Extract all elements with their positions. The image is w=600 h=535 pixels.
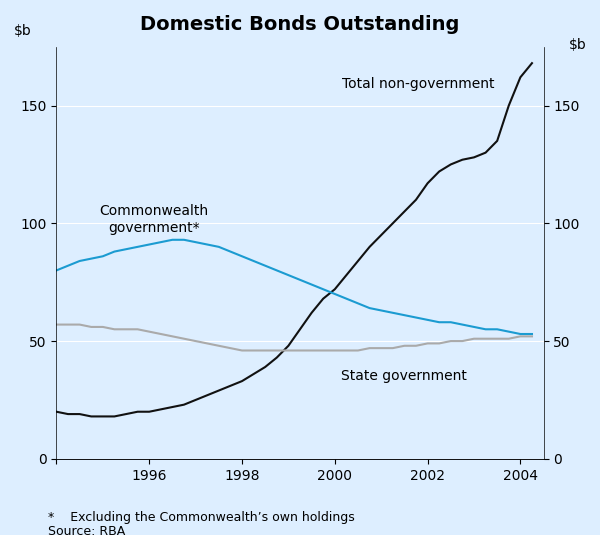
Text: State government: State government [341, 369, 467, 384]
Title: Domestic Bonds Outstanding: Domestic Bonds Outstanding [140, 15, 460, 34]
Y-axis label: $b: $b [13, 25, 31, 39]
Text: *    Excluding the Commonwealth’s own holdings: * Excluding the Commonwealth’s own holdi… [48, 511, 355, 524]
Text: Source: RBA: Source: RBA [48, 525, 125, 535]
Y-axis label: $b: $b [569, 39, 587, 52]
Text: Commonwealth
government*: Commonwealth government* [99, 204, 208, 235]
Text: Total non-government: Total non-government [342, 77, 494, 91]
